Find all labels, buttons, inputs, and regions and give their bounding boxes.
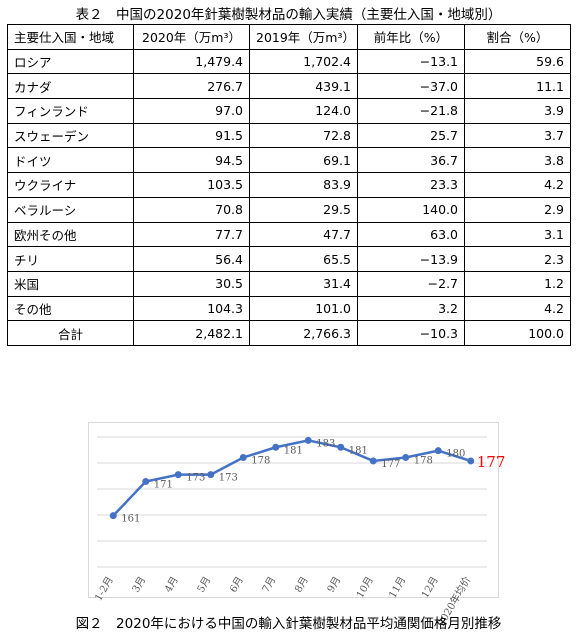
chart-caption: 図２ 2020年における中国の輸入針葉樹製材品平均通関価格月別推移 bbox=[75, 616, 502, 632]
table-row: その他 104.3 101.0 3.2 4.2 bbox=[7, 295, 571, 322]
value-cell: 4.2 bbox=[464, 172, 571, 198]
value-cell: 2.9 bbox=[464, 196, 571, 223]
country-cell: フィンランド bbox=[7, 98, 134, 124]
value-label: 178 bbox=[251, 456, 270, 467]
value-cell: 103.5 bbox=[133, 172, 250, 198]
value-cell: 104.3 bbox=[133, 295, 250, 322]
value-cell: 77.7 bbox=[133, 221, 250, 248]
value-cell: −37.0 bbox=[357, 73, 465, 100]
value-cell: 23.3 bbox=[357, 172, 465, 198]
total-cell: −10.3 bbox=[357, 320, 465, 346]
value-cell: 3.9 bbox=[464, 98, 571, 124]
point bbox=[337, 443, 345, 451]
table-row: 米国 30.5 31.4 −2.7 1.2 bbox=[7, 270, 571, 297]
value-cell: 2.3 bbox=[464, 246, 571, 272]
value-label: 173 bbox=[186, 473, 205, 484]
point bbox=[402, 454, 410, 462]
value-cell: 3.1 bbox=[464, 221, 571, 248]
value-cell: 56.4 bbox=[133, 246, 250, 272]
header-cell: 2020年（万m³） bbox=[133, 24, 250, 50]
point bbox=[304, 436, 312, 444]
value-cell: 30.5 bbox=[133, 270, 250, 297]
point bbox=[174, 471, 182, 479]
point bbox=[434, 447, 442, 455]
value-label: 181 bbox=[284, 445, 303, 456]
value-label: 177 bbox=[381, 459, 400, 470]
point bbox=[207, 471, 215, 479]
value-label: 178 bbox=[414, 456, 433, 467]
value-cell: 65.5 bbox=[249, 246, 358, 272]
total-cell: 2,766.3 bbox=[249, 320, 358, 346]
value-cell: 83.9 bbox=[249, 172, 358, 198]
value-cell: 47.7 bbox=[249, 221, 358, 248]
country-cell: 米国 bbox=[7, 270, 134, 297]
point bbox=[109, 512, 117, 520]
value-cell: 59.6 bbox=[464, 48, 571, 75]
table-row: スウェーデン 91.5 72.8 25.7 3.7 bbox=[7, 122, 571, 149]
table-row: ウクライナ 103.5 83.9 23.3 4.2 bbox=[7, 172, 571, 198]
value-cell: 36.7 bbox=[357, 147, 465, 174]
country-cell: ウクライナ bbox=[7, 172, 134, 198]
value-label: 161 bbox=[121, 514, 140, 525]
value-cell: 97.0 bbox=[133, 98, 250, 124]
total-row: 合計 2,482.1 2,766.3 −10.3 100.0 bbox=[7, 320, 571, 346]
value-label: 177 bbox=[477, 453, 506, 471]
value-label: 173 bbox=[219, 473, 238, 484]
value-cell: 3.2 bbox=[357, 295, 465, 322]
table-row: 欧州その他 77.7 47.7 63.0 3.1 bbox=[7, 221, 571, 248]
value-cell: 70.8 bbox=[133, 196, 250, 223]
table-row: ドイツ 94.5 69.1 36.7 3.8 bbox=[7, 147, 571, 174]
value-cell: 276.7 bbox=[133, 73, 250, 100]
table-title: 表２ 中国の2020年針葉樹製材品の輸入実績（主要仕入国・地域別） bbox=[75, 7, 502, 23]
total-cell: 2,482.1 bbox=[133, 320, 250, 346]
point bbox=[142, 477, 150, 485]
value-cell: 31.4 bbox=[249, 270, 358, 297]
total-label: 合計 bbox=[7, 320, 134, 346]
value-cell: 1,479.4 bbox=[133, 48, 250, 75]
header-cell: 2019年（万m³） bbox=[249, 24, 358, 50]
value-label: 180 bbox=[446, 449, 465, 460]
point bbox=[467, 457, 475, 465]
value-cell: 1,702.4 bbox=[249, 48, 358, 75]
table-row: フィンランド 97.0 124.0 −21.8 3.9 bbox=[7, 98, 571, 124]
country-cell: ベラルーシ bbox=[7, 196, 134, 223]
header-cell: 前年比（%） bbox=[357, 24, 465, 50]
header-row: 主要仕入国・地域 2020年（万m³） 2019年（万m³） 前年比（%） 割合（%） bbox=[7, 24, 571, 50]
value-cell: 140.0 bbox=[357, 196, 465, 223]
point bbox=[369, 457, 377, 465]
value-cell: 4.2 bbox=[464, 295, 571, 322]
value-cell: −2.7 bbox=[357, 270, 465, 297]
value-cell: −21.8 bbox=[357, 98, 465, 124]
import-table: 主要仕入国・地域 2020年（万m³） 2019年（万m³） 前年比（%） 割合（%） … bbox=[7, 24, 571, 346]
value-label: 183 bbox=[316, 438, 335, 449]
value-cell: 101.0 bbox=[249, 295, 358, 322]
value-cell: 91.5 bbox=[133, 122, 250, 149]
price-line bbox=[112, 439, 472, 517]
value-label: 181 bbox=[349, 445, 368, 456]
table-row: チリ 56.4 65.5 −13.9 2.3 bbox=[7, 246, 571, 272]
value-cell: 3.7 bbox=[464, 122, 571, 149]
value-label: 171 bbox=[154, 479, 173, 490]
value-cell: 1.2 bbox=[464, 270, 571, 297]
total-cell: 100.0 bbox=[464, 320, 571, 346]
point bbox=[239, 454, 247, 462]
header-cell: 主要仕入国・地域 bbox=[7, 24, 134, 50]
country-cell: カナダ bbox=[7, 73, 134, 100]
point bbox=[272, 443, 280, 451]
